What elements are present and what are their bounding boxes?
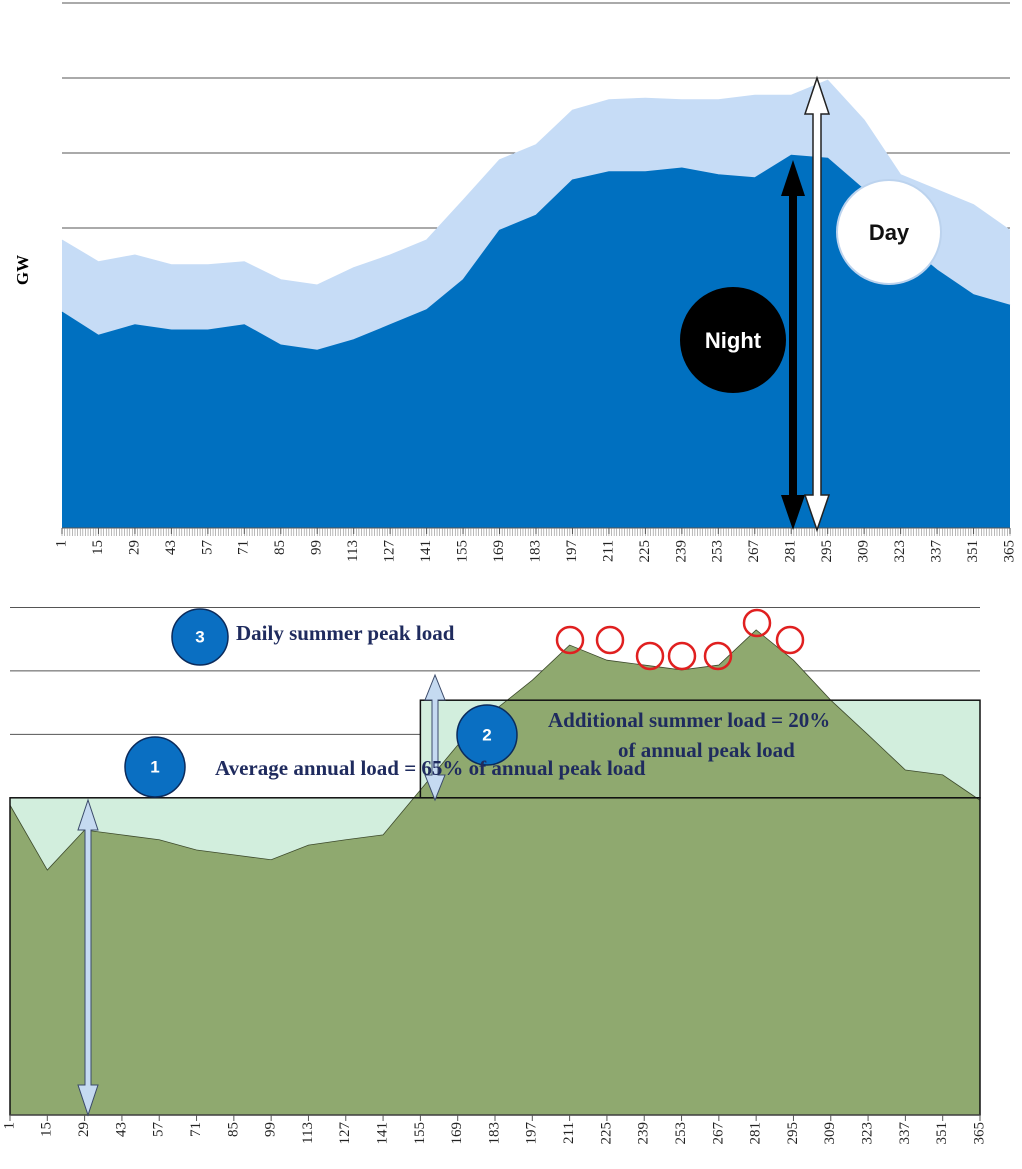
annotations: GW Night Day 3 Daily summer peak load 2 … bbox=[13, 75, 942, 1117]
area-line bbox=[61, 79, 1011, 286]
x-tick-label: 281 bbox=[748, 1122, 764, 1145]
callout-number: 2 bbox=[482, 725, 491, 744]
average-arrow bbox=[77, 798, 99, 1117]
summer-arrow bbox=[424, 673, 446, 802]
x-tick-label: 239 bbox=[636, 1122, 652, 1145]
x-tick-label: 169 bbox=[491, 540, 507, 563]
night-label: Night bbox=[705, 328, 762, 353]
x-tick-label: 169 bbox=[449, 1122, 465, 1145]
x-tick-label: 57 bbox=[151, 1122, 167, 1138]
x-tick-label: 29 bbox=[126, 540, 142, 555]
x-tick-label: 43 bbox=[113, 1122, 129, 1137]
x-tick-label: 295 bbox=[819, 540, 835, 563]
peak-markers bbox=[555, 608, 805, 671]
x-tick-label: 253 bbox=[673, 1122, 689, 1145]
x-tick-label: 141 bbox=[418, 540, 434, 563]
x-tick-label: 337 bbox=[897, 1122, 913, 1145]
x-tick-label: 225 bbox=[637, 540, 653, 563]
x-tick-label: 239 bbox=[673, 540, 689, 563]
area-line bbox=[61, 154, 1011, 351]
callout-text: of annual peak load bbox=[618, 738, 795, 762]
callout-text: Average annual load = 65% of annual peak… bbox=[215, 756, 646, 780]
day-arrow bbox=[803, 75, 831, 533]
summer-load-outline bbox=[419, 699, 981, 799]
x-tick-label: 225 bbox=[598, 1122, 614, 1145]
peak-marker bbox=[742, 608, 772, 638]
callout-number: 3 bbox=[195, 627, 204, 646]
x-tick-label: 155 bbox=[455, 540, 471, 563]
top-chart: 1 15 29 43 57 71 85 99 113 127 141 155 169 183 197 211 2… bbox=[53, 2, 1017, 563]
peak-marker bbox=[635, 641, 665, 671]
y-axis-label: GW bbox=[13, 255, 32, 285]
x-tick-label: 211 bbox=[561, 1122, 577, 1144]
x-tick-label: 183 bbox=[527, 540, 543, 563]
x-tick-label: 127 bbox=[382, 540, 398, 563]
peak-marker bbox=[555, 625, 585, 655]
x-tick-label: 365 bbox=[1001, 540, 1017, 563]
x-tick-label: 323 bbox=[892, 540, 908, 563]
x-tick-label: 15 bbox=[39, 1122, 55, 1137]
callout-badge bbox=[171, 608, 229, 666]
x-tick-label: 71 bbox=[236, 540, 252, 555]
x-tick-label: 127 bbox=[337, 1122, 353, 1145]
x-tick-label: 309 bbox=[822, 1122, 838, 1145]
peak-marker bbox=[703, 641, 733, 671]
x-tick-label: 351 bbox=[965, 540, 981, 563]
x-tick-label: 141 bbox=[375, 1122, 391, 1145]
x-tick-label: 267 bbox=[710, 1122, 726, 1145]
x-tick-label: 253 bbox=[710, 540, 726, 563]
x-tick-label: 309 bbox=[856, 540, 872, 563]
night-arrow bbox=[781, 160, 805, 530]
callout-badge bbox=[456, 704, 518, 766]
x-tick-label: 351 bbox=[934, 1122, 950, 1145]
x-tick-label: 113 bbox=[345, 540, 361, 562]
area-fill bbox=[62, 155, 1010, 528]
day-label: Day bbox=[869, 220, 910, 245]
x-tick-label: 281 bbox=[783, 540, 799, 563]
peak-marker bbox=[595, 625, 625, 655]
x-tick-label: 211 bbox=[600, 540, 616, 562]
x-tick-label: 15 bbox=[90, 540, 106, 555]
x-tick-label: 113 bbox=[300, 1122, 316, 1144]
x-tick-label: 85 bbox=[272, 540, 288, 555]
x-tick-label: 267 bbox=[746, 540, 762, 563]
day-badge bbox=[836, 179, 942, 285]
callout-number: 1 bbox=[150, 757, 159, 776]
bottom-chart: 1 15 29 43 57 71 85 99 113 127 141 155 169 183 197 211 2… bbox=[1, 606, 987, 1145]
x-tick-label: 71 bbox=[188, 1122, 204, 1137]
x-tick-label: 57 bbox=[199, 540, 215, 556]
x-tick-label: 85 bbox=[225, 1122, 241, 1137]
callout-badge bbox=[124, 736, 186, 798]
x-tick-label: 1 bbox=[53, 540, 69, 548]
x-tick-label: 295 bbox=[785, 1122, 801, 1145]
x-tick-label: 155 bbox=[412, 1122, 428, 1145]
x-tick-label: 323 bbox=[860, 1122, 876, 1145]
area-fill bbox=[10, 629, 980, 1115]
x-tick-label: 183 bbox=[486, 1122, 502, 1145]
x-tick-label: 365 bbox=[971, 1122, 987, 1145]
x-tick-label: 29 bbox=[76, 1122, 92, 1137]
night-badge bbox=[680, 287, 786, 393]
x-tick-label: 43 bbox=[163, 540, 179, 555]
x-tick-label: 197 bbox=[524, 1122, 540, 1145]
peak-marker bbox=[775, 625, 805, 655]
x-tick-label: 337 bbox=[929, 540, 945, 563]
x-tick-label: 197 bbox=[564, 540, 580, 563]
callout-text: Additional summer load = 20% bbox=[548, 708, 830, 732]
x-tick-label: 99 bbox=[309, 540, 325, 555]
x-tick-label: 1 bbox=[1, 1122, 17, 1130]
peak-marker bbox=[667, 641, 697, 671]
callout-text: Daily summer peak load bbox=[236, 621, 455, 645]
x-tick-label: 99 bbox=[263, 1122, 279, 1137]
